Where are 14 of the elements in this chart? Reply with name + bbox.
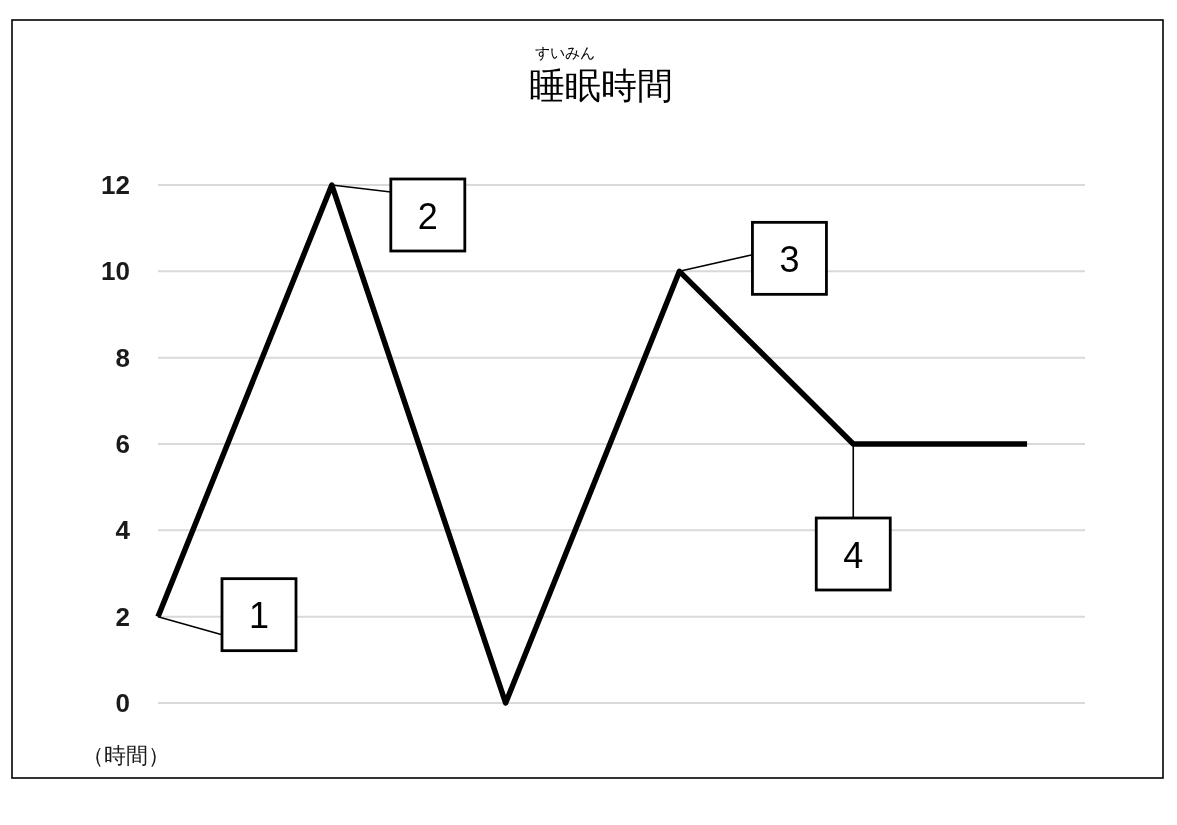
annotation-text: 4: [843, 534, 864, 576]
annotation-text: 3: [779, 238, 800, 280]
annotation-text: 1: [249, 595, 269, 637]
ytick-label: 12: [101, 170, 130, 200]
ytick-label: 6: [115, 429, 130, 459]
annotation-text: 2: [417, 195, 438, 237]
subtitle: すいみん: [535, 44, 595, 61]
ylabel: （時間）: [82, 743, 170, 768]
ytick-label: 0: [115, 688, 130, 718]
ytick-label: 2: [115, 601, 130, 632]
ytick-label: 8: [115, 342, 130, 373]
ytick-label: 4: [115, 515, 130, 546]
title: 睡眠時間: [529, 65, 673, 106]
ytick-label: 10: [101, 256, 130, 287]
